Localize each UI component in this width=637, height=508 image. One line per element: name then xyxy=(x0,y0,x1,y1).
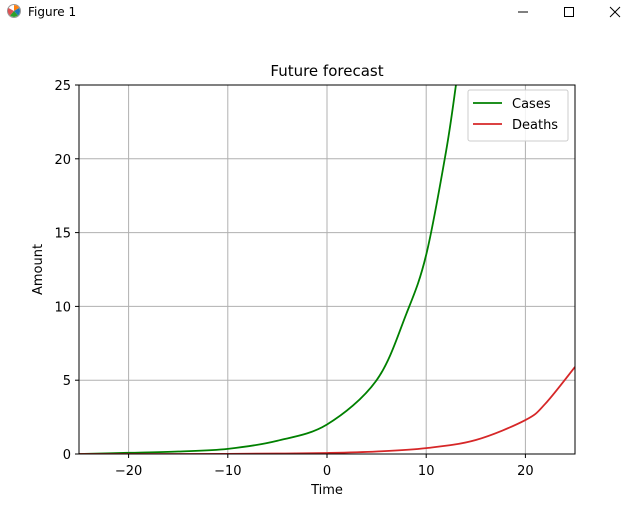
series-line-cases xyxy=(79,85,457,454)
y-tick-label: 20 xyxy=(54,153,71,168)
legend-label-deaths: Deaths xyxy=(512,118,558,133)
y-axis-label: Amount xyxy=(31,244,46,295)
x-tick-label: 0 xyxy=(323,464,331,479)
window-title: Figure 1 xyxy=(28,5,77,19)
series-line-deaths xyxy=(79,366,575,454)
y-tick-label: 10 xyxy=(54,300,71,315)
axis-ticks: −20 −10 0 10 20 0 5 10 15 20 25 xyxy=(54,79,533,479)
x-axis-label: Time xyxy=(310,483,343,498)
x-tick-label: 20 xyxy=(517,464,534,479)
y-tick-label: 15 xyxy=(54,227,71,242)
x-tick-label: −10 xyxy=(214,464,241,479)
y-tick-label: 25 xyxy=(54,79,71,94)
y-tick-label: 0 xyxy=(63,448,71,463)
legend-label-cases: Cases xyxy=(512,97,551,112)
minimize-icon xyxy=(518,11,528,13)
x-tick-label: −20 xyxy=(115,464,142,479)
maximize-icon xyxy=(564,7,574,17)
y-tick-label: 5 xyxy=(63,374,71,389)
close-button[interactable] xyxy=(592,0,637,24)
close-icon xyxy=(609,6,621,18)
window-titlebar: Figure 1 xyxy=(0,0,637,24)
chart-title: Future forecast xyxy=(270,62,383,80)
minimize-button[interactable] xyxy=(500,0,546,24)
x-tick-label: 10 xyxy=(418,464,435,479)
line-chart: −20 −10 0 10 20 0 5 10 15 20 25 Future forecast Ti… xyxy=(31,62,576,498)
series-lines xyxy=(79,85,575,454)
legend: Cases Deaths xyxy=(467,89,569,142)
figure-canvas: −20 −10 0 10 20 0 5 10 15 20 25 Future forecast Ti… xyxy=(0,24,637,504)
matplotlib-figure-icon xyxy=(6,3,22,19)
maximize-button[interactable] xyxy=(546,0,592,24)
